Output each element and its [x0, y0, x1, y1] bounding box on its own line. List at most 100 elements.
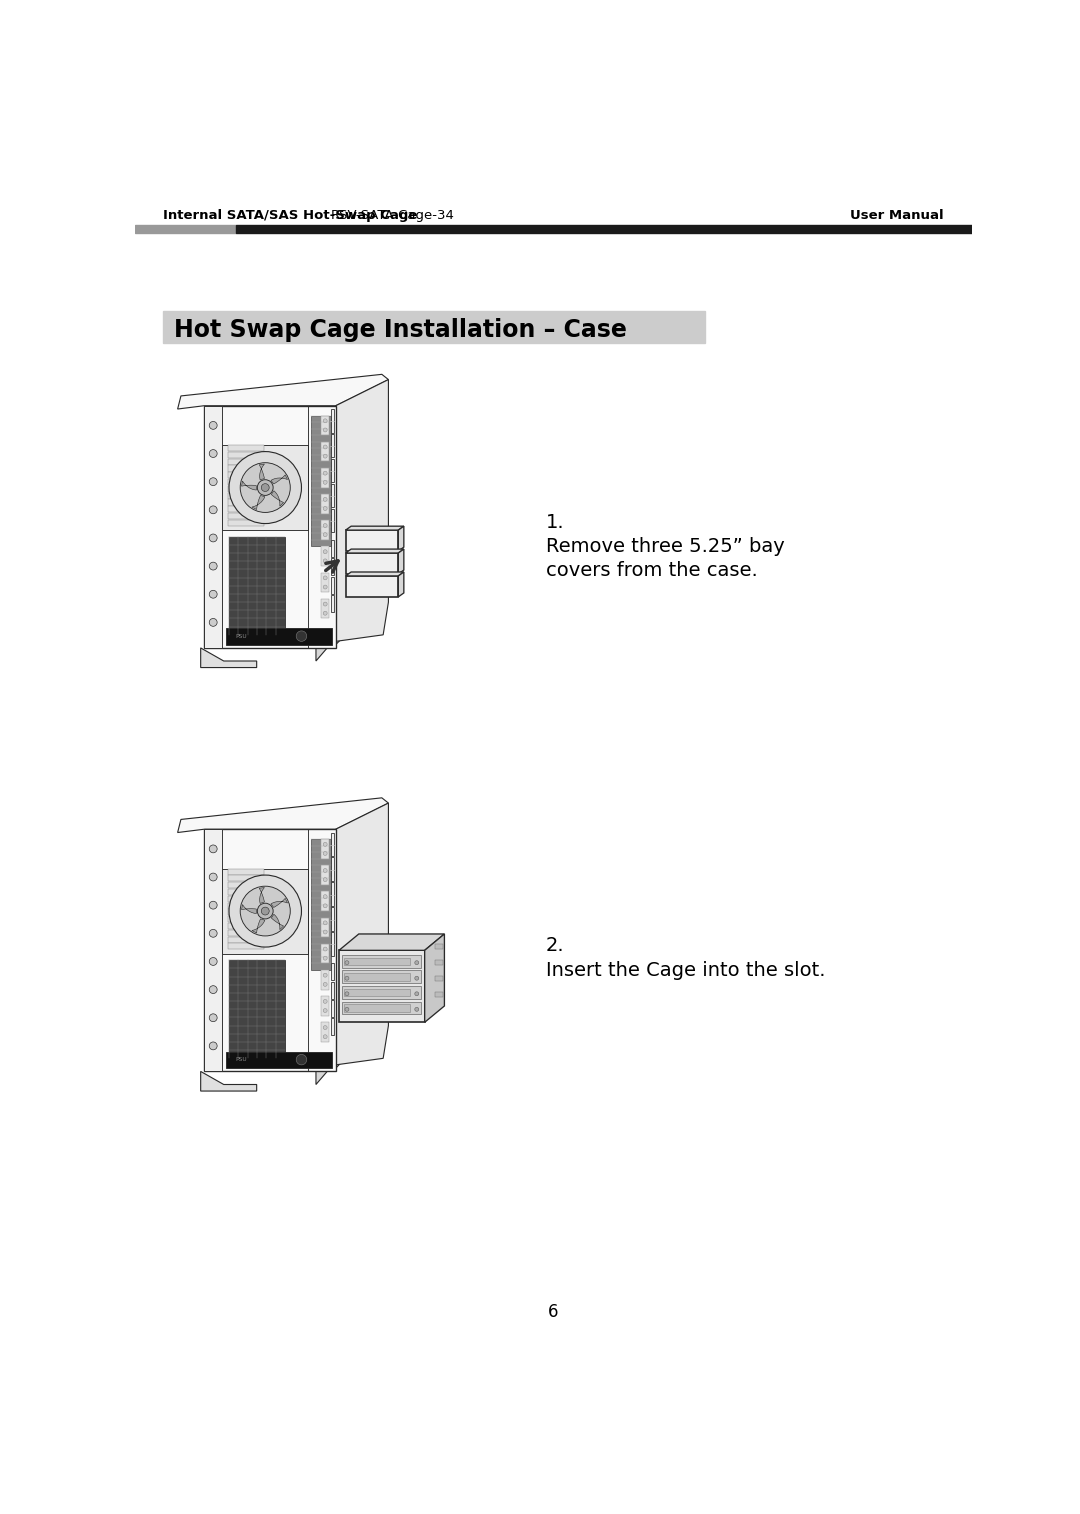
- Circle shape: [240, 463, 291, 512]
- Bar: [222, 445, 308, 530]
- Polygon shape: [252, 495, 265, 510]
- Bar: [226, 628, 333, 645]
- Bar: [332, 540, 334, 557]
- Circle shape: [323, 948, 327, 951]
- Circle shape: [296, 1054, 307, 1064]
- Circle shape: [323, 895, 327, 899]
- Circle shape: [210, 478, 217, 486]
- Bar: [228, 883, 264, 889]
- Bar: [332, 857, 334, 881]
- Polygon shape: [399, 527, 404, 551]
- Bar: [346, 530, 399, 551]
- Bar: [332, 907, 334, 931]
- Bar: [229, 960, 285, 1058]
- Circle shape: [323, 454, 327, 459]
- Circle shape: [323, 869, 327, 872]
- Circle shape: [257, 904, 273, 919]
- Polygon shape: [346, 550, 404, 553]
- Bar: [228, 930, 264, 936]
- Bar: [332, 577, 334, 593]
- Bar: [311, 839, 332, 970]
- Bar: [332, 963, 334, 981]
- Circle shape: [323, 584, 327, 589]
- Bar: [235, 224, 972, 233]
- Bar: [342, 986, 421, 999]
- Bar: [228, 445, 264, 451]
- Circle shape: [323, 559, 327, 563]
- Circle shape: [323, 983, 327, 986]
- Bar: [228, 506, 264, 512]
- Bar: [204, 830, 336, 1072]
- Text: covers from the case.: covers from the case.: [545, 560, 757, 580]
- Polygon shape: [259, 887, 265, 904]
- Bar: [228, 519, 264, 525]
- Bar: [332, 509, 334, 531]
- Bar: [228, 943, 264, 949]
- Bar: [332, 933, 334, 955]
- Bar: [345, 974, 410, 981]
- Circle shape: [229, 875, 301, 948]
- Circle shape: [323, 921, 327, 925]
- Bar: [228, 937, 264, 943]
- Circle shape: [323, 974, 327, 977]
- Circle shape: [210, 957, 217, 966]
- Circle shape: [210, 1042, 217, 1049]
- Bar: [228, 902, 264, 908]
- Bar: [222, 869, 308, 954]
- Circle shape: [323, 842, 327, 846]
- Polygon shape: [339, 934, 444, 951]
- Circle shape: [210, 845, 217, 852]
- Polygon shape: [346, 527, 404, 530]
- Text: Remove three 5.25” bay: Remove three 5.25” bay: [545, 537, 784, 557]
- Bar: [321, 943, 329, 963]
- Circle shape: [415, 977, 419, 980]
- Bar: [228, 910, 264, 916]
- Bar: [321, 917, 329, 937]
- Text: PSU: PSU: [235, 1057, 247, 1063]
- Bar: [321, 415, 329, 435]
- Polygon shape: [336, 380, 389, 642]
- Text: Hot Swap Cage Installation – Case: Hot Swap Cage Installation – Case: [174, 318, 626, 342]
- Bar: [332, 459, 334, 483]
- Bar: [135, 224, 235, 233]
- Bar: [228, 492, 264, 498]
- Bar: [321, 892, 329, 911]
- Bar: [228, 478, 264, 484]
- Bar: [228, 889, 264, 895]
- Circle shape: [229, 451, 301, 524]
- Circle shape: [210, 930, 217, 937]
- Circle shape: [323, 957, 327, 960]
- Polygon shape: [424, 934, 444, 1022]
- Circle shape: [210, 562, 217, 571]
- Bar: [228, 513, 264, 519]
- Bar: [229, 536, 285, 634]
- Circle shape: [210, 590, 217, 598]
- Circle shape: [296, 631, 307, 642]
- Circle shape: [210, 506, 217, 513]
- Circle shape: [210, 534, 217, 542]
- Polygon shape: [346, 572, 404, 575]
- Circle shape: [323, 1008, 327, 1013]
- Polygon shape: [177, 374, 389, 409]
- Circle shape: [323, 603, 327, 606]
- Bar: [228, 500, 264, 506]
- Bar: [346, 553, 399, 574]
- Circle shape: [210, 618, 217, 627]
- Polygon shape: [271, 914, 284, 930]
- Circle shape: [210, 421, 217, 430]
- Bar: [332, 409, 334, 433]
- Text: User Manual: User Manual: [850, 209, 944, 221]
- Polygon shape: [252, 919, 265, 933]
- Circle shape: [323, 612, 327, 615]
- Bar: [339, 951, 424, 1022]
- Text: 6: 6: [549, 1304, 558, 1322]
- Bar: [321, 996, 329, 1016]
- Bar: [228, 451, 264, 457]
- Bar: [228, 465, 264, 471]
- Bar: [332, 435, 334, 457]
- Bar: [332, 1019, 334, 1036]
- Bar: [321, 864, 329, 884]
- Bar: [332, 559, 334, 575]
- Circle shape: [323, 904, 327, 908]
- Circle shape: [345, 977, 349, 980]
